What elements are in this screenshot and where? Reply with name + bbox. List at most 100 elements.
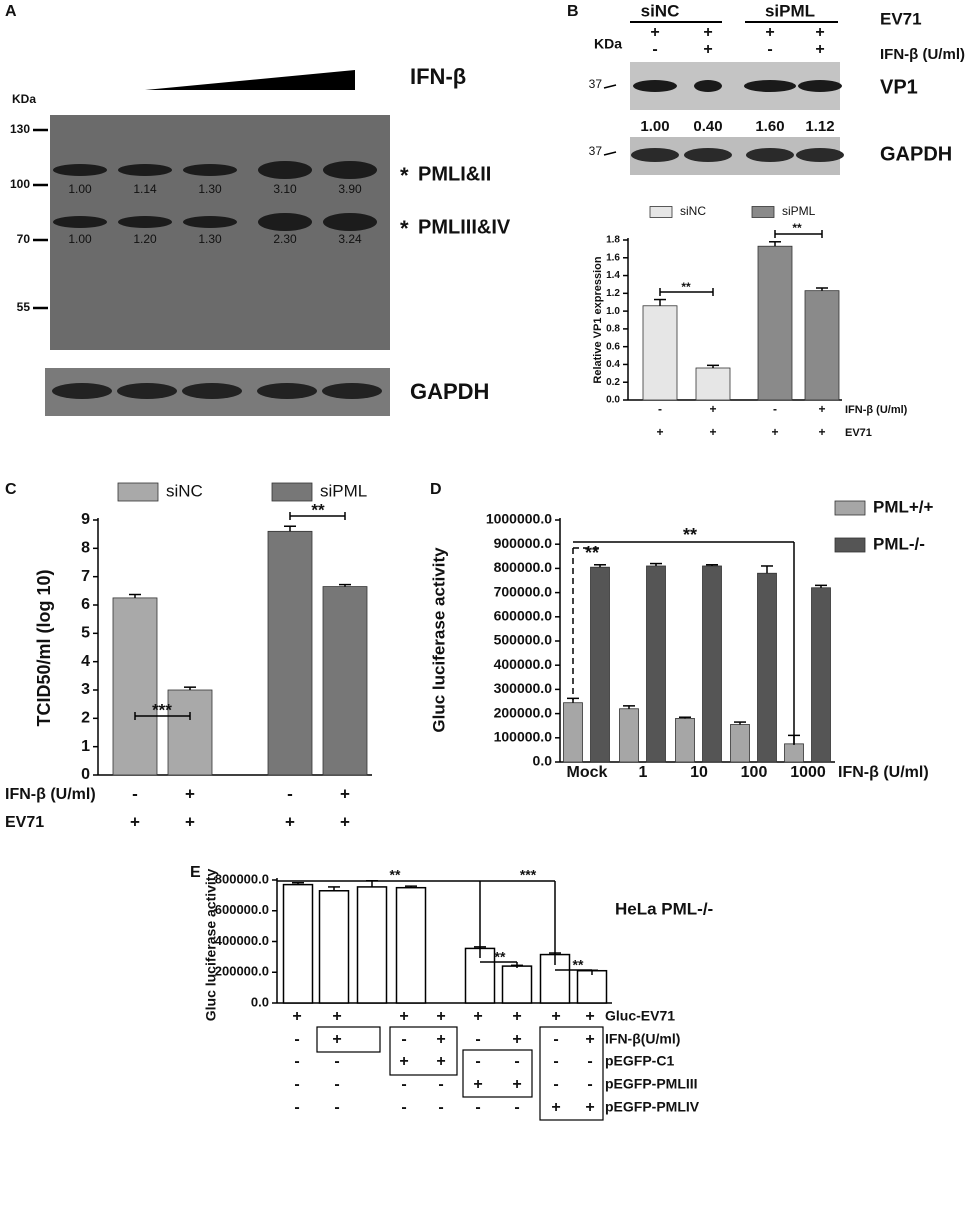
x-tick-label: Mock: [567, 764, 608, 781]
error-bar: [734, 721, 746, 725]
x-tick-label: 1000: [790, 764, 826, 781]
marker-label: 55: [17, 300, 31, 314]
y-tick-label: 9: [81, 511, 90, 528]
y-tick-label: 0.8: [606, 324, 620, 335]
y-tick-label: 2: [81, 710, 90, 727]
group-label: siPML: [765, 1, 815, 20]
condition-cell: +: [332, 1031, 341, 1048]
bar: [112, 597, 158, 776]
bar: [695, 367, 731, 401]
y-tick-label: 0.2: [606, 377, 620, 388]
band-value: 1.00: [68, 182, 92, 196]
y-axis-label: TCID50/ml (log 10): [34, 569, 54, 726]
treatment-label: IFN-β: [410, 64, 466, 89]
band-value: 1.14: [133, 182, 157, 196]
band-asterisk: *: [400, 163, 409, 188]
band-value: 3.10: [273, 182, 297, 196]
y-tick-label: 0.0: [606, 395, 620, 406]
band-asterisk: *: [400, 216, 409, 241]
condition-cell: -: [334, 1053, 339, 1070]
y-tick-label: 200000.0: [494, 704, 553, 720]
y-tick-label: 7: [81, 568, 90, 585]
condition-cell: -: [334, 1099, 339, 1116]
band: [118, 164, 172, 176]
error-bar: [706, 564, 718, 566]
condition-cell: -: [553, 1076, 558, 1093]
blot-a-membrane: [50, 115, 390, 350]
y-tick-label: 800000.0: [215, 871, 269, 886]
bar: [282, 883, 314, 1004]
band: [684, 148, 732, 162]
y-axis-label: Gluc luciferase activity: [203, 869, 219, 1022]
y-tick-label: 1.2: [606, 288, 620, 299]
condition-cell: +: [585, 1031, 594, 1048]
error-bar: [129, 593, 141, 598]
dose-wedge: [145, 70, 355, 90]
y-axis-label: Relative VP1 expression: [592, 256, 604, 383]
y-tick-label: 0.0: [251, 994, 269, 1009]
band: [744, 80, 796, 92]
condition-box: [389, 1026, 458, 1076]
band: [52, 383, 112, 399]
error-bar: [815, 584, 827, 588]
band: [796, 148, 844, 162]
band: [323, 213, 377, 231]
marker-label: 130: [10, 122, 30, 136]
band: [182, 383, 242, 399]
band-value: 1.30: [198, 232, 222, 246]
x-tick-label: 1: [639, 764, 648, 781]
condition-label: EV71: [845, 427, 872, 439]
condition-cell: -: [553, 1031, 558, 1048]
band-value: 1.12: [805, 118, 834, 135]
condition-cell: +: [585, 1008, 594, 1025]
condition-cell: -: [401, 1031, 406, 1048]
condition-cell: +: [771, 425, 778, 439]
panel-label: C: [5, 481, 17, 498]
legend-label: siPML: [782, 204, 816, 218]
condition-cell: +: [340, 812, 350, 831]
condition-cell: -: [294, 1076, 299, 1093]
kda-label: KDa: [594, 36, 622, 52]
significance: ***: [152, 700, 172, 719]
band: [798, 80, 842, 92]
band: [746, 148, 794, 162]
band: [631, 148, 679, 162]
error-bar: [707, 364, 719, 368]
row-cell: +: [650, 24, 659, 41]
panel-label: B: [567, 3, 579, 20]
condition-label: EV71: [5, 814, 44, 831]
y-tick-label: 1000000.0: [486, 511, 552, 527]
condition-cell: -: [553, 1053, 558, 1070]
band-value: 1.00: [68, 232, 92, 246]
y-tick-label: 400000.0: [494, 656, 553, 672]
legend-label: siNC: [680, 204, 706, 218]
condition-label: pEGFP-PMLIV: [605, 1099, 700, 1115]
legend-swatch: [271, 482, 313, 502]
significance: ***: [520, 867, 537, 883]
significance: **: [681, 280, 691, 294]
y-tick-label: 1.4: [606, 270, 620, 281]
bar: [784, 743, 804, 763]
condition-cell: +: [473, 1076, 482, 1093]
chart-title: HeLa PML-/-: [615, 899, 713, 918]
legend-swatch: [834, 500, 866, 516]
bar: [811, 587, 831, 763]
band-label: PMLI&II: [418, 163, 491, 185]
condition-cell: +: [332, 1008, 341, 1025]
significance: **: [390, 867, 401, 883]
y-tick-label: 1.8: [606, 235, 620, 246]
condition-label: Gluc-EV71: [605, 1008, 675, 1024]
condition-cell: +: [512, 1076, 521, 1093]
y-tick-label: 400000.0: [215, 933, 269, 948]
x-tick-label: 100: [741, 764, 768, 781]
condition-cell: +: [551, 1008, 560, 1025]
bar: [590, 566, 610, 763]
bar: [702, 565, 722, 763]
condition-cell: +: [551, 1099, 560, 1116]
band-value: 1.30: [198, 182, 222, 196]
bar: [395, 886, 427, 1004]
y-tick-label: 0.6: [606, 341, 620, 352]
band: [53, 216, 107, 228]
condition-cell: +: [399, 1008, 408, 1025]
